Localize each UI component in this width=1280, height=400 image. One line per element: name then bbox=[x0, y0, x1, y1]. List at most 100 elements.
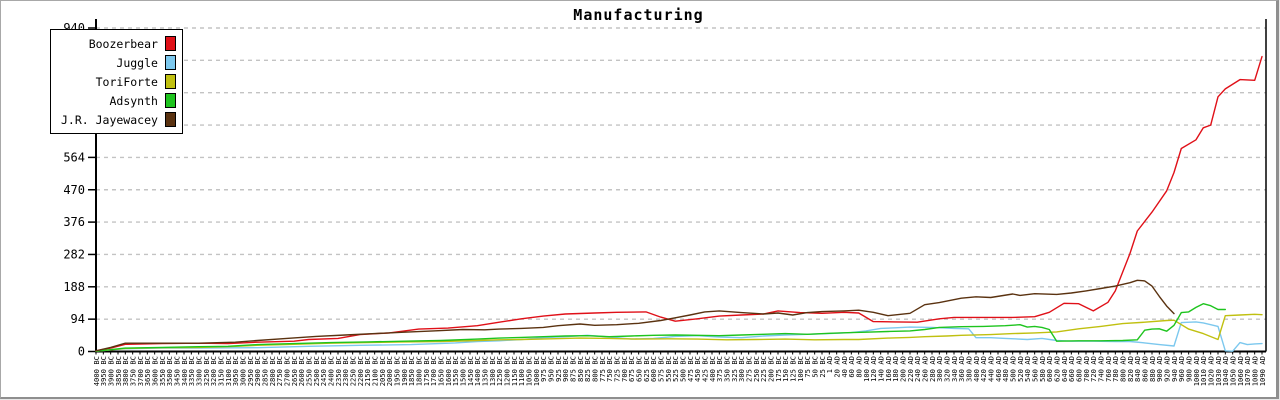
svg-text:1070 AD: 1070 AD bbox=[1243, 356, 1252, 386]
svg-text:1650 BC: 1650 BC bbox=[436, 356, 445, 386]
svg-text:1600 BC: 1600 BC bbox=[444, 356, 453, 386]
svg-text:800 AD: 800 AD bbox=[1118, 356, 1127, 382]
svg-text:2900 BC: 2900 BC bbox=[253, 356, 262, 386]
svg-text:460 AD: 460 AD bbox=[994, 356, 1003, 382]
svg-text:975 BC: 975 BC bbox=[539, 356, 548, 382]
svg-text:2450 BC: 2450 BC bbox=[319, 356, 328, 386]
svg-text:376: 376 bbox=[63, 215, 85, 229]
legend-item: Juggle bbox=[61, 53, 176, 72]
svg-text:2800 BC: 2800 BC bbox=[268, 356, 277, 386]
svg-text:625 BC: 625 BC bbox=[642, 356, 651, 382]
axes bbox=[95, 19, 1267, 353]
svg-text:3500 BC: 3500 BC bbox=[165, 356, 174, 386]
svg-text:60 AD: 60 AD bbox=[847, 356, 856, 378]
svg-text:200 AD: 200 AD bbox=[898, 356, 907, 382]
svg-text:3650 BC: 3650 BC bbox=[143, 356, 152, 386]
legend-swatch-juggle bbox=[164, 55, 176, 70]
svg-text:1040 AD: 1040 AD bbox=[1221, 356, 1230, 386]
svg-text:775 BC: 775 BC bbox=[598, 356, 607, 382]
svg-text:440 AD: 440 AD bbox=[986, 356, 995, 382]
svg-text:825 BC: 825 BC bbox=[583, 356, 592, 382]
svg-text:800 BC: 800 BC bbox=[590, 356, 599, 382]
svg-text:1900 BC: 1900 BC bbox=[400, 356, 409, 386]
svg-text:580 AD: 580 AD bbox=[1038, 356, 1047, 382]
svg-text:350 BC: 350 BC bbox=[722, 356, 731, 382]
svg-text:1300 BC: 1300 BC bbox=[488, 356, 497, 386]
legend-swatch-toriforte bbox=[164, 74, 176, 89]
svg-text:840 AD: 840 AD bbox=[1133, 356, 1142, 382]
svg-text:340 AD: 340 AD bbox=[950, 356, 959, 382]
svg-text:260 AD: 260 AD bbox=[920, 356, 929, 382]
svg-text:3750 BC: 3750 BC bbox=[128, 356, 137, 386]
legend-label: Boozerbear bbox=[88, 36, 158, 51]
svg-text:1150 BC: 1150 BC bbox=[510, 356, 519, 386]
svg-text:1050 AD: 1050 AD bbox=[1228, 356, 1237, 386]
svg-text:3100 BC: 3100 BC bbox=[224, 356, 233, 386]
svg-text:500 BC: 500 BC bbox=[678, 356, 687, 382]
legend-item: Adsynth bbox=[61, 91, 176, 110]
svg-text:325 BC: 325 BC bbox=[730, 356, 739, 382]
svg-text:750 BC: 750 BC bbox=[605, 356, 614, 382]
svg-text:282: 282 bbox=[63, 247, 85, 261]
legend-item: Boozerbear bbox=[61, 34, 176, 53]
gridlines bbox=[96, 27, 1266, 320]
svg-text:550 BC: 550 BC bbox=[664, 356, 673, 382]
svg-text:1020 AD: 1020 AD bbox=[1206, 356, 1215, 386]
svg-text:94: 94 bbox=[71, 312, 85, 326]
svg-text:3800 BC: 3800 BC bbox=[121, 356, 130, 386]
svg-text:3000 BC: 3000 BC bbox=[238, 356, 247, 386]
svg-text:4000 BC: 4000 BC bbox=[92, 356, 101, 386]
svg-text:2250 BC: 2250 BC bbox=[348, 356, 357, 386]
svg-text:1250 BC: 1250 BC bbox=[495, 356, 504, 386]
svg-text:3550 BC: 3550 BC bbox=[158, 356, 167, 386]
svg-text:1030 AD: 1030 AD bbox=[1214, 356, 1223, 386]
svg-text:420 AD: 420 AD bbox=[979, 356, 988, 382]
svg-text:1450 BC: 1450 BC bbox=[466, 356, 475, 386]
svg-text:320 AD: 320 AD bbox=[942, 356, 951, 382]
svg-text:680 AD: 680 AD bbox=[1074, 356, 1083, 382]
svg-text:3900 BC: 3900 BC bbox=[106, 356, 115, 386]
svg-text:188: 188 bbox=[63, 280, 85, 294]
svg-text:3200 BC: 3200 BC bbox=[209, 356, 218, 386]
svg-text:960 AD: 960 AD bbox=[1177, 356, 1186, 382]
svg-text:1100 BC: 1100 BC bbox=[517, 356, 526, 386]
svg-text:1 AD: 1 AD bbox=[825, 356, 834, 373]
svg-text:20 AD: 20 AD bbox=[832, 356, 841, 378]
svg-text:880 AD: 880 AD bbox=[1148, 356, 1157, 382]
legend-label: J.R. Jayewacey bbox=[61, 112, 158, 127]
svg-text:50 BC: 50 BC bbox=[810, 356, 819, 378]
svg-text:780 AD: 780 AD bbox=[1111, 356, 1120, 382]
svg-text:1090 AD: 1090 AD bbox=[1258, 356, 1267, 386]
svg-text:2100 BC: 2100 BC bbox=[370, 356, 379, 386]
svg-text:3400 BC: 3400 BC bbox=[180, 356, 189, 386]
svg-text:1010 AD: 1010 AD bbox=[1199, 356, 1208, 386]
svg-text:620 AD: 620 AD bbox=[1052, 356, 1061, 382]
svg-text:740 AD: 740 AD bbox=[1096, 356, 1105, 382]
svg-text:3250 BC: 3250 BC bbox=[202, 356, 211, 386]
svg-text:700 AD: 700 AD bbox=[1082, 356, 1091, 382]
svg-text:600 BC: 600 BC bbox=[649, 356, 658, 382]
svg-text:1050 BC: 1050 BC bbox=[524, 356, 533, 386]
svg-text:180 AD: 180 AD bbox=[891, 356, 900, 382]
svg-text:2150 BC: 2150 BC bbox=[363, 356, 372, 386]
svg-text:240 AD: 240 AD bbox=[913, 356, 922, 382]
svg-text:220 AD: 220 AD bbox=[906, 356, 915, 382]
svg-text:300 BC: 300 BC bbox=[737, 356, 746, 382]
svg-text:250 BC: 250 BC bbox=[752, 356, 761, 382]
svg-text:850 BC: 850 BC bbox=[576, 356, 585, 382]
svg-text:475 BC: 475 BC bbox=[686, 356, 695, 382]
svg-text:1550 BC: 1550 BC bbox=[451, 356, 460, 386]
series-line-toriforte bbox=[95, 313, 1263, 352]
svg-text:2600 BC: 2600 BC bbox=[297, 356, 306, 386]
svg-text:3950 BC: 3950 BC bbox=[99, 356, 108, 386]
svg-text:1400 BC: 1400 BC bbox=[473, 356, 482, 386]
legend-item: ToriForte bbox=[61, 72, 176, 91]
legend-label: ToriForte bbox=[95, 74, 158, 89]
legend-label: Adsynth bbox=[109, 93, 158, 108]
svg-text:700 BC: 700 BC bbox=[620, 356, 629, 382]
svg-text:2000 BC: 2000 BC bbox=[385, 356, 394, 386]
svg-text:480 AD: 480 AD bbox=[1001, 356, 1010, 382]
svg-text:520 AD: 520 AD bbox=[1016, 356, 1025, 382]
svg-text:275 BC: 275 BC bbox=[744, 356, 753, 382]
legend-label: Juggle bbox=[116, 55, 158, 70]
